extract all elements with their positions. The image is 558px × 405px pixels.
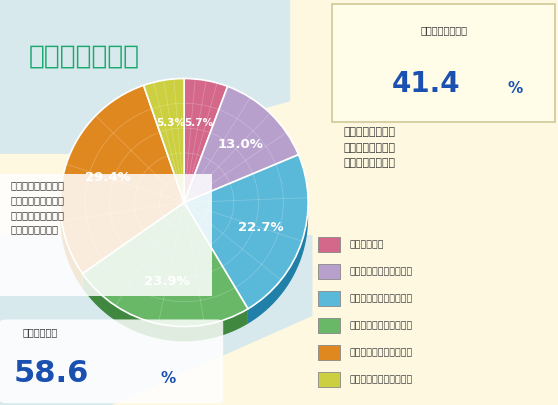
- FancyBboxPatch shape: [0, 320, 223, 403]
- Text: %: %: [507, 81, 523, 96]
- Text: 23.9%: 23.9%: [145, 275, 190, 288]
- Text: 58.6: 58.6: [13, 359, 89, 388]
- Text: 高度成長期と人口
増加に合わせて、
多くの施設を整備: 高度成長期と人口 増加に合わせて、 多くの施設を整備: [343, 127, 395, 168]
- Polygon shape: [83, 273, 248, 341]
- FancyBboxPatch shape: [332, 4, 555, 121]
- Wedge shape: [83, 202, 248, 326]
- Polygon shape: [0, 235, 312, 405]
- Text: 5.3%: 5.3%: [156, 118, 185, 128]
- Bar: [318, 237, 339, 252]
- Bar: [318, 264, 339, 279]
- Text: 22.7%: 22.7%: [238, 221, 283, 234]
- Wedge shape: [184, 86, 299, 202]
- Polygon shape: [60, 202, 83, 288]
- Wedge shape: [184, 79, 228, 202]
- Bar: [318, 345, 339, 360]
- Text: 築３０年以上経過: 築３０年以上経過: [420, 25, 467, 35]
- Polygon shape: [0, 0, 290, 154]
- Text: 施設の建築年代: 施設の建築年代: [29, 44, 140, 70]
- Polygon shape: [248, 199, 308, 324]
- Text: 29.4%: 29.4%: [85, 171, 131, 184]
- Text: %: %: [161, 371, 176, 386]
- Text: 昭和３６年～昭和４５年: 昭和３６年～昭和４５年: [349, 267, 412, 276]
- Text: 41.4: 41.4: [392, 70, 460, 98]
- Text: 5.7%: 5.7%: [184, 118, 213, 128]
- Bar: [318, 291, 339, 306]
- Text: 昭和４６年～昭和５５年: 昭和４６年～昭和５５年: [349, 294, 412, 303]
- Wedge shape: [184, 155, 308, 309]
- FancyBboxPatch shape: [0, 174, 212, 296]
- Text: 平成１３年～平成２２年: 平成１３年～平成２２年: [349, 375, 412, 384]
- Text: 13.0%: 13.0%: [217, 138, 263, 151]
- Bar: [318, 372, 339, 387]
- Wedge shape: [143, 79, 184, 202]
- Bar: [318, 318, 339, 333]
- Text: 築３０年未満: 築３０年未満: [22, 327, 57, 337]
- Wedge shape: [60, 85, 184, 273]
- Text: 平成７年に発生した
阪神・淡路大震災発
生による震災復興住
宅などを多く整備: 平成７年に発生した 阪神・淡路大震災発 生による震災復興住 宅などを多く整備: [11, 180, 65, 234]
- Text: 平成　３年～平成１２年: 平成 ３年～平成１２年: [349, 348, 412, 357]
- Text: 昭和５６年～平成　２年: 昭和５６年～平成 ２年: [349, 321, 412, 330]
- Text: ～昭和３５年: ～昭和３５年: [349, 240, 384, 249]
